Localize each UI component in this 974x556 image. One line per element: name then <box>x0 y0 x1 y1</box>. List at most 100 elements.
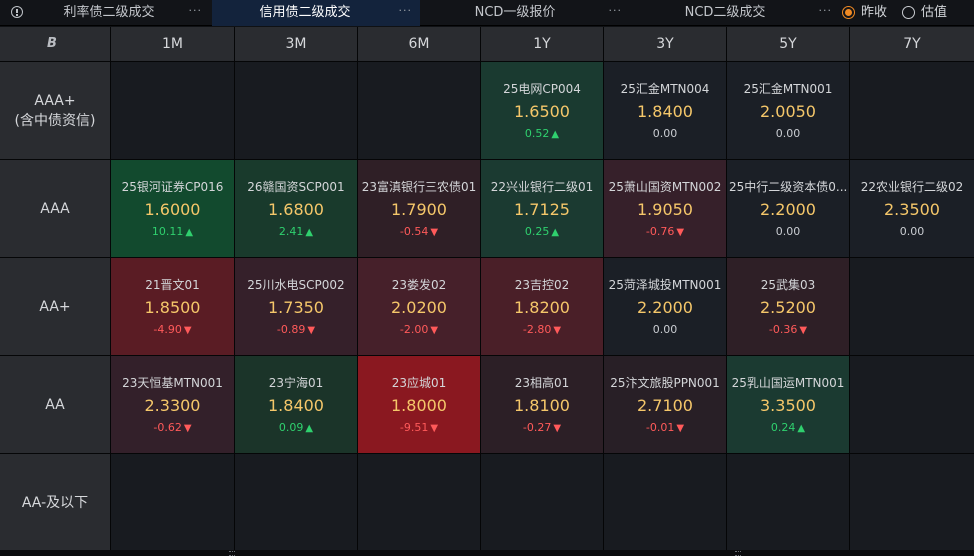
bond-cell[interactable]: 25中行二级资本债0... 2.2000 0.00 <box>727 160 849 257</box>
arrow-down-icon: ▼ <box>307 325 316 336</box>
column-header-label: 3Y <box>656 36 674 52</box>
arrow-up-icon: ▲ <box>551 227 560 238</box>
column-header-3m[interactable]: 3M <box>235 27 357 61</box>
bond-cell[interactable]: 22农业银行二级02 2.3500 0.00 <box>850 160 974 257</box>
tab-ncd-primary[interactable]: NCD一级报价 ··· <box>422 0 630 26</box>
bond-name: 23富滇银行三农债01 <box>361 180 477 194</box>
bond-cell[interactable]: 23应城01 1.8000 -9.51 ▼ <box>358 356 480 453</box>
tab-credit-secondary[interactable]: 信用债二级成交 ··· <box>212 0 420 26</box>
bond-cell[interactable]: 25川水电SCP002 1.7350 -0.89 ▼ <box>235 258 357 355</box>
bond-cell[interactable]: 25武集03 2.5200 -0.36 ▼ <box>727 258 849 355</box>
column-header-1y[interactable]: 1Y <box>481 27 603 61</box>
bond-yield: 1.8400 <box>637 102 693 121</box>
empty-cell <box>235 62 357 159</box>
arrow-up-icon: ▲ <box>551 129 560 140</box>
bond-cell[interactable]: 23吉控02 1.8200 -2.80 ▼ <box>481 258 603 355</box>
column-header-1m[interactable]: 1M <box>111 27 234 61</box>
bond-cell[interactable]: 25乳山国运MTN001 3.3500 0.24 ▲ <box>727 356 849 453</box>
bond-change-value: 0.25 <box>524 225 550 238</box>
bond-change-value: -0.76 <box>645 225 675 238</box>
tab-label: NCD二级成交 <box>684 5 766 20</box>
radio-prev-close[interactable]: 昨收 <box>842 0 898 26</box>
arrow-down-icon: ▼ <box>799 325 808 336</box>
bond-yield: 1.8000 <box>391 396 447 415</box>
bond-yield: 2.2000 <box>760 200 816 219</box>
empty-cell <box>358 62 480 159</box>
bond-change-value: 10.11 <box>151 225 184 238</box>
bond-cell[interactable]: 26赣国资SCP001 1.6800 2.41 ▲ <box>235 160 357 257</box>
bond-cell[interactable]: 25银河证券CP016 1.6000 10.11 ▲ <box>111 160 234 257</box>
column-header-5y[interactable]: 5Y <box>727 27 849 61</box>
bond-change: 2.41 ▲ <box>235 225 357 238</box>
info-icon[interactable] <box>11 6 23 18</box>
more-icon[interactable]: ··· <box>188 4 202 17</box>
bond-change: 0.00 <box>727 225 849 238</box>
column-header-3y[interactable]: 3Y <box>604 27 726 61</box>
bond-cell[interactable]: 25萧山国资MTN002 1.9050 -0.76 ▼ <box>604 160 726 257</box>
bond-cell[interactable]: 23天恒基MTN001 2.3300 -0.62 ▼ <box>111 356 234 453</box>
radio-label: 昨收 <box>861 5 888 20</box>
row-header: AA-及以下 <box>0 454 110 551</box>
bond-name: 25汴文旅股PPN001 <box>610 376 720 390</box>
bond-change: -4.90 ▼ <box>111 323 234 336</box>
bond-yield: 3.3500 <box>760 396 816 415</box>
bond-yield: 2.3500 <box>884 200 940 219</box>
empty-cell <box>850 356 974 453</box>
tab-ncd-secondary[interactable]: NCD二级成交 ··· <box>632 0 840 26</box>
bond-name: 25菏泽城投MTN001 <box>608 278 722 292</box>
tab-rates-secondary[interactable]: 利率债二级成交 ··· <box>30 0 210 26</box>
bond-cell[interactable]: 25汇金MTN004 1.8400 0.00 <box>604 62 726 159</box>
bond-cell[interactable]: 25电网CP004 1.6500 0.52 ▲ <box>481 62 603 159</box>
resize-grip-icon[interactable] <box>229 551 235 556</box>
bond-yield: 1.6000 <box>144 200 201 219</box>
resize-grip-icon[interactable] <box>735 551 741 556</box>
more-icon[interactable]: ··· <box>398 4 412 17</box>
bond-name: 25武集03 <box>760 278 816 292</box>
bond-change-value: 0.00 <box>652 127 678 140</box>
column-header-6m[interactable]: 6M <box>358 27 480 61</box>
bond-change: 0.25 ▲ <box>481 225 603 238</box>
bond-cell[interactable]: 25汇金MTN001 2.0050 0.00 <box>727 62 849 159</box>
bond-yield: 1.6500 <box>514 102 570 121</box>
more-icon[interactable]: ··· <box>608 4 622 17</box>
b-logo-icon: B <box>47 36 57 51</box>
tab-label: NCD一级报价 <box>474 5 556 20</box>
bond-cell[interactable]: 23富滇银行三农债01 1.7900 -0.54 ▼ <box>358 160 480 257</box>
bond-cell[interactable]: 21晋文01 1.8500 -4.90 ▼ <box>111 258 234 355</box>
grid-corner: B <box>0 27 110 61</box>
bond-cell[interactable]: 25菏泽城投MTN001 2.2000 0.00 <box>604 258 726 355</box>
bond-name: 23吉控02 <box>514 278 570 292</box>
bond-name: 25汇金MTN001 <box>743 82 833 96</box>
radio-valuation[interactable]: 估值 <box>902 0 962 26</box>
radio-unchecked-icon[interactable] <box>902 6 915 19</box>
empty-cell <box>850 62 974 159</box>
bond-cell[interactable]: 23相高01 1.8100 -0.27 ▼ <box>481 356 603 453</box>
empty-cell <box>111 454 234 551</box>
arrow-down-icon: ▼ <box>676 423 685 434</box>
bond-change: 0.24 ▲ <box>727 421 849 434</box>
bond-cell[interactable]: 22兴业银行二级01 1.7125 0.25 ▲ <box>481 160 603 257</box>
bond-cell[interactable]: 23宁海01 1.8400 0.09 ▲ <box>235 356 357 453</box>
bond-name: 25银河证券CP016 <box>121 180 224 194</box>
bond-change: 10.11 ▲ <box>111 225 234 238</box>
bond-change-value: -9.51 <box>399 421 429 434</box>
bond-change: -0.54 ▼ <box>358 225 480 238</box>
bond-change-value: -0.89 <box>276 323 306 336</box>
bond-cell[interactable]: 25汴文旅股PPN001 2.7100 -0.01 ▼ <box>604 356 726 453</box>
bond-change-value: -2.80 <box>522 323 552 336</box>
bond-yield: 1.8500 <box>144 298 201 317</box>
arrow-up-icon: ▲ <box>305 227 314 238</box>
row-header-label: AAA <box>40 200 70 217</box>
bond-cell[interactable]: 23娄发02 2.0200 -2.00 ▼ <box>358 258 480 355</box>
bond-change: 0.00 <box>604 127 726 140</box>
radio-checked-icon[interactable] <box>842 6 855 19</box>
bond-change-value: -2.00 <box>399 323 429 336</box>
bond-yield: 2.3300 <box>144 396 201 415</box>
column-header-label: 7Y <box>903 36 921 52</box>
more-icon[interactable]: ··· <box>818 4 832 17</box>
column-header-7y[interactable]: 7Y <box>850 27 974 61</box>
bond-change-value: -0.01 <box>645 421 675 434</box>
resize-bar[interactable] <box>0 550 974 556</box>
bond-change-value: 0.24 <box>770 421 796 434</box>
bond-yield: 1.7125 <box>514 200 570 219</box>
